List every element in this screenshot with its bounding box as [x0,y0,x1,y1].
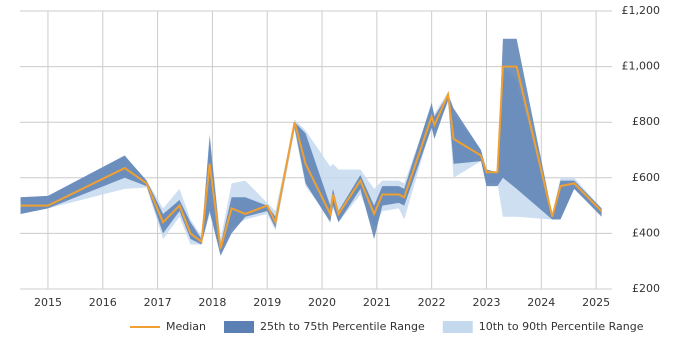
legend-swatch [224,321,255,333]
x-tick-label: 2025 [582,296,610,309]
x-tick-label: 2023 [472,296,500,309]
y-tick-label: £200 [632,282,660,295]
median-line [20,65,603,249]
legend-label: 10th to 90th Percentile Range [479,320,644,333]
x-tick-label: 2024 [527,296,555,309]
x-tick-label: 2017 [144,296,172,309]
y-tick-label: £1,200 [622,4,661,17]
x-tick-label: 2021 [363,296,391,309]
legend-label: Median [166,320,206,333]
x-tick-label: 2016 [89,296,117,309]
x-tick-label: 2019 [253,296,281,309]
legend-label: 25th to 75th Percentile Range [260,320,425,333]
y-tick-label: £1,000 [622,60,661,73]
x-tick-label: 2018 [198,296,226,309]
y-tick-label: £600 [632,171,660,184]
legend-swatch [442,321,473,333]
x-tick-label: 2015 [34,296,62,309]
x-tick-label: 2020 [308,296,336,309]
y-tick-label: £400 [632,226,660,239]
y-tick-label: £800 [632,115,660,128]
x-tick-label: 2022 [418,296,446,309]
